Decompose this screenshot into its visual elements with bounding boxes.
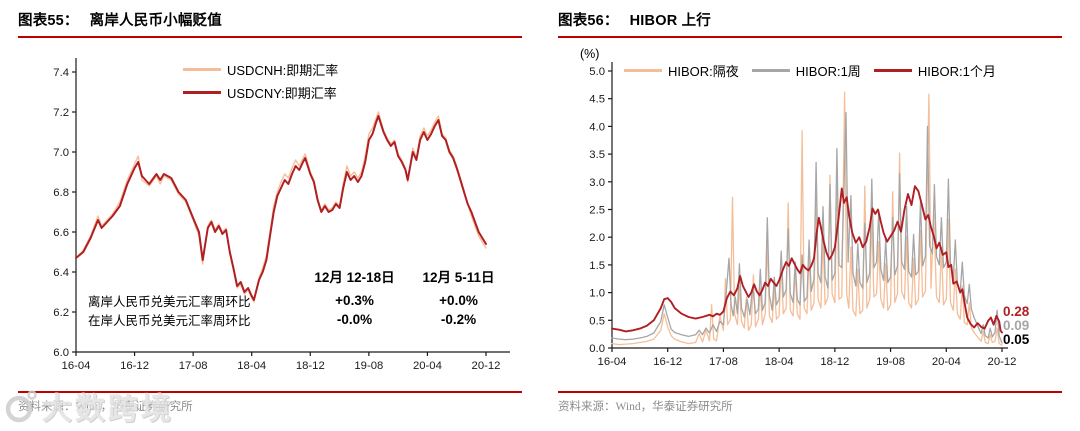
- y-axis-unit-label: (%): [580, 47, 600, 61]
- hibor-line-chart: 0.0 0.5 1.0 1.5 2.0 2.5 3.0 3.5 4.0 4.5 5.0 16-04 16…: [589, 62, 1017, 368]
- legend-swatch: [183, 91, 221, 94]
- x-tick-label: 17-08: [709, 356, 738, 368]
- y-tick-label: 5.0: [589, 66, 605, 78]
- series-line: [611, 91, 1003, 346]
- y-tick-label: 3.5: [589, 149, 605, 161]
- figure-56-panel: 图表56： HIBOR 上行 (%) 0.0 0.5 1.0 1.5 2.0 2.5 3.0 3…: [540, 0, 1080, 431]
- y-tick-label: 3.0: [589, 177, 605, 189]
- x-tick-label: 16-04: [62, 360, 91, 372]
- x-tick-label: 20-12: [988, 356, 1017, 368]
- legend-item: USDCNY:即期汇率: [183, 81, 338, 104]
- series-line: [611, 185, 1003, 334]
- y-tick-label: 1.5: [589, 260, 605, 272]
- offshore-week2-value: +0.0%: [439, 293, 478, 308]
- x-tick-label: 16-12: [653, 356, 682, 368]
- y-tick-label: 6.8: [53, 187, 69, 199]
- title-rule: [558, 36, 1062, 38]
- x-tick-label: 18-04: [765, 356, 794, 368]
- figure-55-legend: USDCNH:即期汇率 USDCNY:即期汇率: [183, 58, 338, 104]
- figure-56-source: 资料来源：Wind，华泰证券研究所: [558, 401, 733, 413]
- table-header-week1: 12月 12-18日: [314, 270, 395, 285]
- x-tick-label: 18-04: [237, 360, 266, 372]
- series-end-value: 0.09: [1003, 318, 1030, 333]
- footer-rule: [558, 391, 1062, 393]
- x-tick-label: 18-12: [296, 360, 325, 372]
- y-tick-label: 6.0: [53, 347, 69, 359]
- series-line: [75, 115, 487, 301]
- y-tick-label: 7.0: [53, 147, 69, 159]
- x-tick-label: 16-04: [598, 356, 627, 368]
- x-tick-label: 20-04: [413, 360, 442, 372]
- y-tick-label: 6.4: [53, 267, 69, 279]
- series-line: [611, 111, 1003, 344]
- legend-swatch: [624, 69, 662, 72]
- figure-56-number: 图表56：: [558, 13, 619, 29]
- figure-56-title: HIBOR 上行: [629, 13, 711, 29]
- figure-55-title: 离岸人民币小幅贬值: [89, 13, 222, 29]
- x-tick-label: 16-12: [120, 360, 149, 372]
- title-rule: [18, 36, 522, 38]
- legend-swatch: [751, 69, 790, 72]
- legend-label: HIBOR:1个月: [917, 64, 996, 79]
- table-header-week2: 12月 5-11日: [422, 270, 495, 285]
- legend-item: HIBOR:1周: [751, 61, 861, 80]
- series-end-value: 0.28: [1003, 304, 1030, 319]
- y-tick-label: 6.6: [53, 227, 69, 239]
- x-tick-label: 20-12: [472, 360, 501, 372]
- y-tick-label: 6.2: [53, 307, 69, 319]
- weekly-change-table: 12月 12-18日 12月 5-11日 离岸人民币兑美元汇率周环比 +0.3%…: [86, 261, 513, 329]
- figure-56-legend: HIBOR:隔夜 HIBOR:1周 HIBOR:1个月: [624, 61, 996, 80]
- x-tick-label: 18-12: [820, 356, 849, 368]
- footer-rule: [18, 391, 522, 393]
- legend-swatch: [873, 69, 912, 72]
- figure-56-header: 图表56： HIBOR 上行: [558, 9, 711, 30]
- table-row: 离岸人民币兑美元汇率周环比 +0.3% +0.0%: [86, 291, 513, 310]
- row-label-onshore: 在岸人民币兑美元汇率周环比: [88, 314, 251, 328]
- legend-item: HIBOR:隔夜: [624, 61, 739, 80]
- onshore-week1-value: -0.0%: [336, 312, 373, 327]
- table-header-row: 12月 12-18日 12月 5-11日: [86, 261, 513, 291]
- usdcny-usdcnh-line-chart: 6.0 6.2 6.4 6.6 6.8 7.0 7.2 7.4 16-04 16-12 17-08 1…: [53, 58, 510, 372]
- figure-55-header: 图表55： 离岸人民币小幅贬值: [18, 9, 222, 30]
- row-label-offshore: 离岸人民币兑美元汇率周环比: [88, 295, 251, 309]
- legend-label: USDCNY:即期汇率: [227, 86, 337, 101]
- x-tick-label: 17-08: [179, 360, 208, 372]
- figure-55-number: 图表55：: [18, 13, 79, 29]
- onshore-week2-value: -0.2%: [440, 312, 477, 327]
- y-tick-label: 4.5: [589, 94, 605, 106]
- figure-55-source: 资料来源：Wind，华泰证券研究所: [18, 401, 193, 413]
- legend-label: HIBOR:1周: [795, 64, 861, 79]
- table-row: 在岸人民币兑美元汇率周环比 -0.0% -0.2%: [86, 310, 513, 329]
- x-tick-label: 19-08: [876, 356, 905, 368]
- legend-swatch: [183, 68, 221, 71]
- legend-item: HIBOR:1个月: [873, 61, 996, 80]
- offshore-week1-value: +0.3%: [335, 293, 374, 308]
- y-tick-label: 4.0: [589, 121, 605, 133]
- series-end-value: 0.05: [1003, 332, 1030, 347]
- y-tick-label: 7.2: [53, 107, 69, 119]
- y-tick-label: 2.0: [589, 232, 605, 244]
- y-tick-label: 0.5: [589, 315, 605, 327]
- x-tick-label: 20-04: [932, 356, 961, 368]
- y-tick-label: 1.0: [589, 288, 605, 300]
- x-tick-label: 19-08: [354, 360, 383, 372]
- y-tick-label: 7.4: [53, 67, 69, 79]
- legend-item: USDCNH:即期汇率: [183, 58, 338, 81]
- y-tick-label: 2.5: [589, 205, 605, 217]
- legend-label: USDCNH:即期汇率: [227, 63, 339, 78]
- figure-55-panel: 图表55： 离岸人民币小幅贬值 6.0 6.2 6.4 6.6 6.8 7.0 7.2 7.4 1…: [18, 9, 522, 413]
- y-tick-label: 0.0: [589, 343, 605, 355]
- legend-label: HIBOR:隔夜: [668, 64, 739, 79]
